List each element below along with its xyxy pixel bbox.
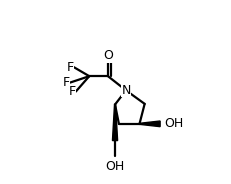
Text: OH: OH	[105, 160, 124, 173]
Text: F: F	[68, 85, 75, 98]
Text: F: F	[62, 76, 69, 89]
Text: N: N	[121, 84, 130, 97]
Text: F: F	[66, 61, 73, 74]
Polygon shape	[139, 121, 159, 127]
Text: OH: OH	[164, 117, 183, 130]
Text: O: O	[103, 49, 112, 62]
Polygon shape	[112, 105, 117, 141]
